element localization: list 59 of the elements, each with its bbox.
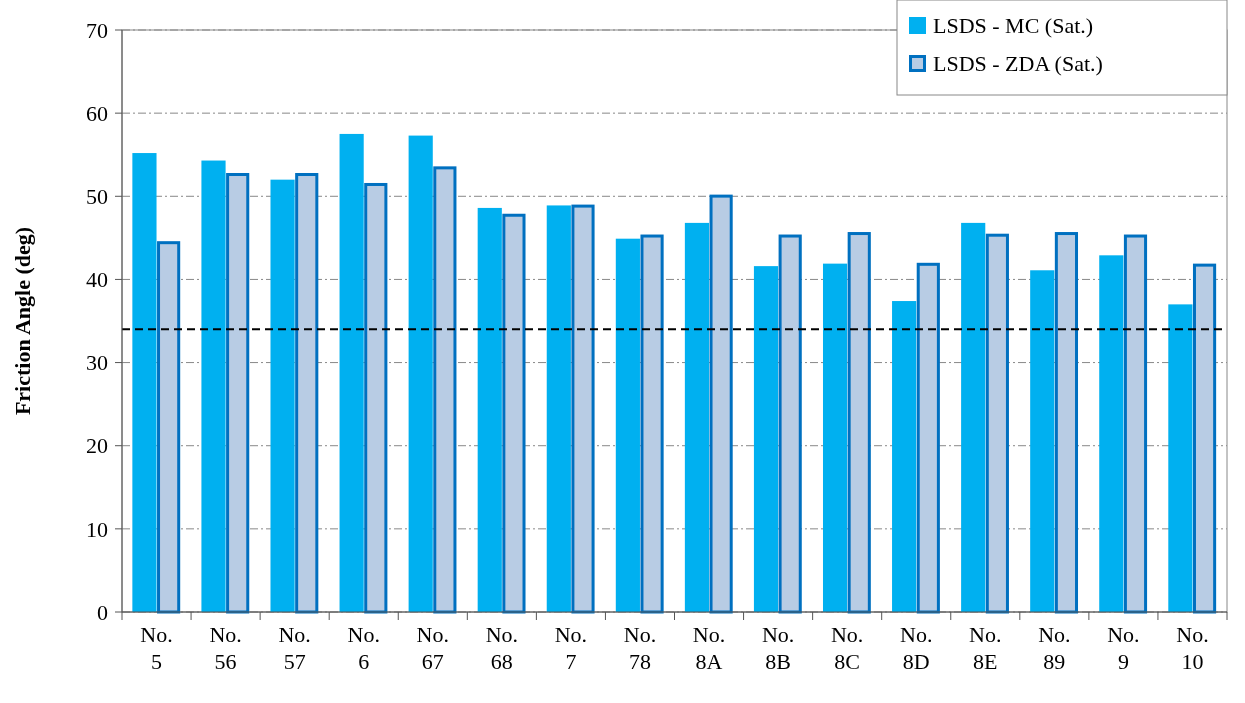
x-tick-label: No. 78 xyxy=(623,622,657,674)
bar xyxy=(433,166,457,614)
y-tick-label: 0 xyxy=(97,599,108,625)
x-tick-label: No. 10 xyxy=(1176,622,1209,674)
y-tick-label: 30 xyxy=(86,350,108,376)
bar xyxy=(295,173,319,614)
y-tick-label: 40 xyxy=(86,267,108,293)
bar xyxy=(546,205,571,612)
y-tick-label: 70 xyxy=(86,17,108,43)
bar xyxy=(226,173,250,614)
bar xyxy=(1123,234,1148,614)
x-tick-label: No. 8A xyxy=(692,622,726,674)
x-tick-label: No. 89 xyxy=(1038,622,1071,674)
bar xyxy=(1054,232,1079,614)
bar xyxy=(1030,270,1055,612)
bar xyxy=(1099,255,1124,612)
bar xyxy=(916,262,940,614)
x-tick-label: No. 8D xyxy=(900,622,933,674)
x-tick-label: No. 6 xyxy=(347,622,380,674)
bar xyxy=(753,266,779,612)
bar xyxy=(157,241,181,614)
bar xyxy=(270,179,295,612)
y-axis-title: Friction Angle (deg) xyxy=(10,226,35,416)
bar xyxy=(822,263,848,612)
x-tick-label: No. 8E xyxy=(969,622,1002,674)
bar xyxy=(408,135,433,612)
bar xyxy=(961,222,986,612)
x-tick-label: No. 8B xyxy=(761,622,795,674)
x-tick-label: No. 68 xyxy=(485,622,519,674)
bar xyxy=(502,213,526,614)
y-tick-label: 10 xyxy=(86,516,108,542)
bar xyxy=(339,133,364,612)
bar xyxy=(1192,263,1217,614)
x-tick-label: No. 8C xyxy=(830,622,864,674)
bar xyxy=(640,234,664,614)
bar xyxy=(709,194,733,614)
bar xyxy=(1168,304,1193,612)
x-tick-label: No. 57 xyxy=(278,622,311,674)
bar xyxy=(847,232,871,614)
legend-label: LSDS - MC (Sat.) xyxy=(933,12,1094,38)
bar xyxy=(778,234,802,614)
x-tick-label: No. 9 xyxy=(1107,622,1140,674)
bar xyxy=(985,233,1009,614)
x-tick-label: No. 67 xyxy=(416,622,449,674)
bar xyxy=(364,182,388,614)
legend-label: LSDS - ZDA (Sat.) xyxy=(933,50,1103,76)
x-tick-label: No. 5 xyxy=(140,622,173,674)
y-tick-label: 50 xyxy=(86,183,108,209)
bar xyxy=(132,153,157,612)
y-tick-label: 60 xyxy=(86,100,108,126)
x-tick-label: No. 56 xyxy=(209,622,242,674)
bar xyxy=(571,204,595,614)
bar xyxy=(615,238,640,612)
x-tick-label: No. 7 xyxy=(554,622,588,674)
bar xyxy=(684,222,710,612)
bar xyxy=(892,301,917,612)
y-tick-label: 20 xyxy=(86,433,108,459)
bar xyxy=(477,207,502,612)
bar xyxy=(201,160,226,612)
